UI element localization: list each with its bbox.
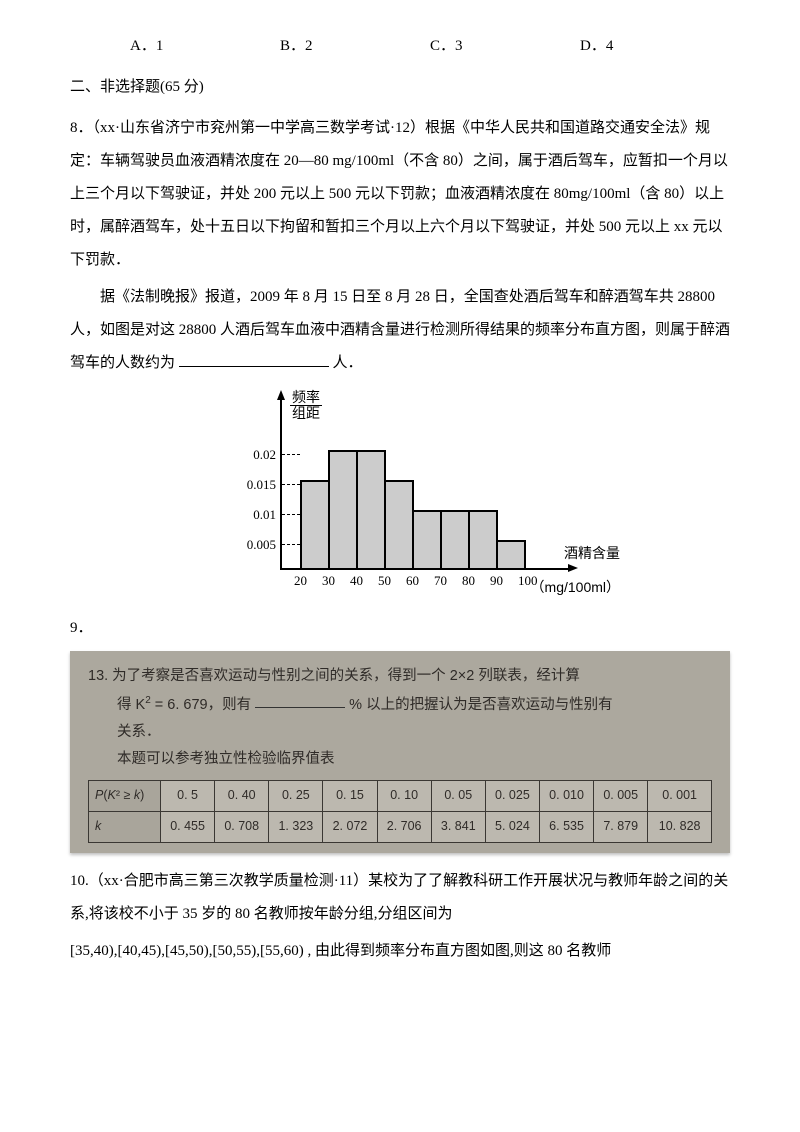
histogram-bar [300, 480, 330, 570]
q13-l2b: = 6. 679，则有 [151, 696, 251, 712]
cell: 0. 001 [648, 781, 712, 812]
x-tick-label: 80 [462, 574, 475, 587]
y-tick-label: 0.01 [236, 508, 276, 521]
x-tick-label: 30 [322, 574, 335, 587]
histogram-y-axis-label: 频率 组距 [290, 390, 322, 422]
q13-blank [255, 694, 345, 709]
y-tick-dashed-line [282, 514, 300, 515]
y-tick-dashed-line [282, 544, 300, 545]
choice-b: B．2 [280, 30, 430, 63]
cell: 0. 708 [215, 811, 269, 842]
choice-c: C．3 [430, 30, 580, 63]
histogram-bar [328, 450, 358, 570]
q8-paragraph-2: 据《法制晚报》报道，2009 年 8 月 15 日至 8 月 28 日，全国查处… [70, 281, 730, 380]
histogram-bar [384, 480, 414, 570]
x-tick-label: 70 [434, 574, 447, 587]
x-tick-label: 20 [294, 574, 307, 587]
x-tick-label: 90 [490, 574, 503, 587]
cell: 0. 455 [161, 811, 215, 842]
table-row: k 0. 455 0. 708 1. 323 2. 072 2. 706 3. … [89, 811, 712, 842]
q13-line1: 13. 为了考察是否喜欢运动与性别之间的关系，得到一个 2×2 列联表，经计算 [88, 663, 712, 691]
q13-l2c: % 以上的把握认为是否喜欢运动与性别有 [349, 696, 612, 712]
q9-label: 9． [70, 612, 730, 645]
q13-embedded-block: 13. 为了考察是否喜欢运动与性别之间的关系，得到一个 2×2 列联表，经计算 … [70, 651, 730, 853]
row2-header: k [89, 811, 161, 842]
q8-blank [179, 352, 329, 367]
y-tick-dashed-line [282, 454, 300, 455]
histogram-x-label-1: 酒精含量 [564, 538, 620, 569]
q13-line3: 关系． [88, 719, 712, 747]
cell: 0. 05 [431, 781, 485, 812]
cell: 0. 15 [323, 781, 377, 812]
section-2-title: 二、非选择题(65 分) [70, 71, 730, 104]
histogram-x-label-2: （mg/100ml） [531, 572, 620, 603]
answer-choices: A．1 B．2 C．3 D．4 [130, 30, 730, 63]
q13-line2: 得 K2 = 6. 679，则有 % 以上的把握认为是否喜欢运动与性别有 [88, 691, 712, 719]
ylabel-numerator: 频率 [290, 390, 322, 406]
cell: 0. 10 [377, 781, 431, 812]
cell: 1. 323 [269, 811, 323, 842]
q8-paragraph-1: 8．（xx·山东省济宁市兖州第一中学高三数学考试·12）根据《中华人民共和国道路… [70, 112, 730, 277]
x-tick-label: 60 [406, 574, 419, 587]
histogram-bar [468, 510, 498, 570]
cell: 0. 40 [215, 781, 269, 812]
cell: 2. 072 [323, 811, 377, 842]
histogram-bar [440, 510, 470, 570]
q13-line4: 本题可以参考独立性检验临界值表 [88, 746, 712, 774]
q13-l2a: 得 K [117, 696, 145, 712]
cell: 3. 841 [431, 811, 485, 842]
ylabel-denominator: 组距 [292, 406, 320, 421]
histogram-bar [356, 450, 386, 570]
cell: 5. 024 [485, 811, 539, 842]
x-tick-label: 40 [350, 574, 363, 587]
histogram-bar [412, 510, 442, 570]
q10-paragraph-2: [35,40),[40,45),[45,50),[50,55),[55,60) … [70, 935, 730, 968]
cell: 0. 010 [539, 781, 593, 812]
choice-a: A．1 [130, 30, 280, 63]
cell: 7. 879 [594, 811, 648, 842]
q8-p2-left: 据《法制晚报》报道，2009 年 8 月 15 日至 8 月 28 日，全国查处… [70, 289, 730, 371]
choice-d: D．4 [580, 30, 730, 63]
row1-header: P(K² ≥ k) [89, 781, 161, 812]
y-tick-label: 0.02 [236, 448, 276, 461]
cell: 6. 535 [539, 811, 593, 842]
q10-paragraph-1: 10.（xx·合肥市高三第三次教学质量检测·11）某校为了了解教科研工作开展状况… [70, 865, 730, 931]
histogram-bar [496, 540, 526, 570]
cell: 0. 005 [594, 781, 648, 812]
q13-critical-value-table: P(K² ≥ k) 0. 5 0. 40 0. 25 0. 15 0. 10 0… [88, 780, 712, 843]
histogram: 频率 组距 0.02 0.015 0.01 0.005 20 30 40 50 60 70 80 90… [210, 390, 590, 600]
x-tick-label: 50 [378, 574, 391, 587]
y-tick-dashed-line [282, 484, 300, 485]
y-tick-label: 0.015 [236, 478, 276, 491]
cell: 2. 706 [377, 811, 431, 842]
cell: 0. 25 [269, 781, 323, 812]
y-tick-label: 0.005 [236, 538, 276, 551]
cell: 10. 828 [648, 811, 712, 842]
cell: 0. 025 [485, 781, 539, 812]
table-row: P(K² ≥ k) 0. 5 0. 40 0. 25 0. 15 0. 10 0… [89, 781, 712, 812]
cell: 0. 5 [161, 781, 215, 812]
q8-p2-right: 人． [333, 355, 363, 371]
